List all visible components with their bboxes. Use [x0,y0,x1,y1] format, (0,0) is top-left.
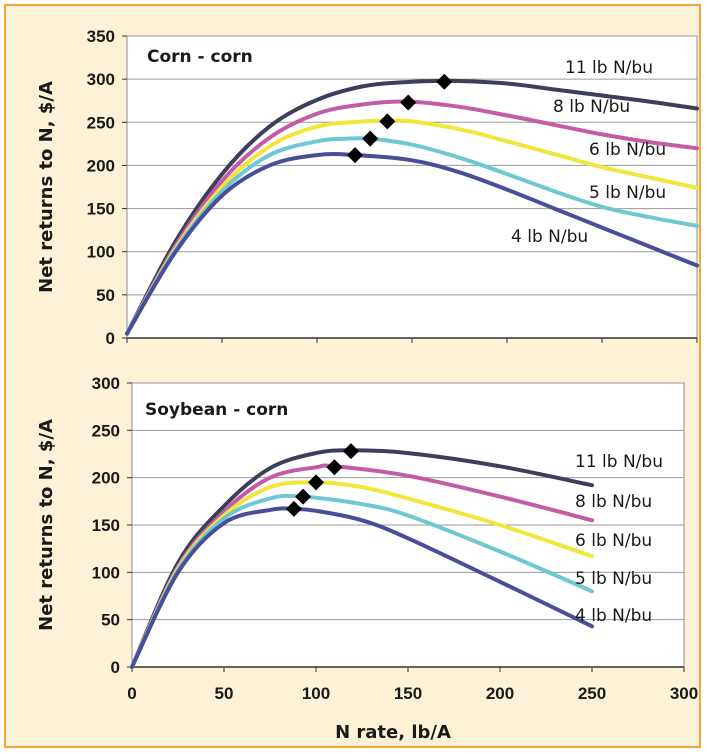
y-tick-label: 200 [92,469,120,488]
series-label: 5 lb N/bu [589,183,666,203]
series-line [125,136,699,336]
y-tick-label: 350 [87,27,115,46]
optimum-marker [308,474,324,491]
optimum-marker [362,130,379,147]
series-line [130,506,594,669]
series-line [125,99,699,336]
y-tick-label: 100 [92,563,120,582]
chart-panel-2: 0 50 100 150 200 250 300 0 50 100 150 200 250 300 11 l… [36,374,698,743]
y-axis-title: Net returns to N, $/A [36,419,57,631]
x-tick-label: 250 [578,684,606,703]
x-tick-label: 200 [486,684,514,703]
y-tick-label: 100 [87,243,115,262]
y-axis-title: Net returns to N, $/A [36,81,57,293]
series-label: 11 lb N/bu [565,58,653,78]
y-tick-label: 300 [92,374,120,393]
x-tick-label: 50 [215,684,234,703]
series-label: 4 lb N/bu [575,606,652,626]
panel-title: Corn - corn [147,47,253,67]
y-tick-label: 50 [101,611,120,630]
y-tick-label: 0 [111,658,120,677]
optimum-marker [342,443,359,460]
series-label: 11 lb N/bu [575,452,663,472]
y-tick-label: 150 [92,516,120,535]
y-tick-label: 150 [87,200,115,219]
optimum-marker [400,94,417,111]
x-tick-label: 0 [127,684,136,703]
x-tick-label: 300 [670,684,698,703]
series-line [125,78,699,336]
series-label: 4 lb N/bu [511,227,588,247]
series-label: 6 lb N/bu [575,531,652,551]
y-tick-label: 250 [92,421,120,440]
y-tick-label: 50 [96,286,115,305]
series-label: 6 lb N/bu [589,140,666,160]
y-tick-label: 200 [87,156,115,175]
x-axis-title: N rate, lb/A [335,722,451,743]
optimum-marker [379,113,396,130]
series-label: 8 lb N/bu [575,492,652,512]
x-tick-label: 100 [302,684,330,703]
panel-title: Soybean - corn [145,400,288,420]
optimum-marker [436,73,453,90]
x-tick-label: 150 [394,684,422,703]
optimum-marker [295,488,312,505]
y-tick-label: 250 [87,113,115,132]
chart-panel-1: 0 50 100 150 200 250 300 350 11 lb N/bu 8 lb N/bu… [36,27,699,348]
series-label: 8 lb N/bu [553,97,630,117]
series-label: 5 lb N/bu [575,569,652,589]
series-line [125,152,699,336]
optimum-marker [285,500,302,517]
optimum-marker [347,147,363,164]
series-line [130,448,594,669]
y-tick-label: 300 [87,70,115,89]
y-tick-label: 0 [106,329,115,348]
optimum-marker [326,459,343,476]
